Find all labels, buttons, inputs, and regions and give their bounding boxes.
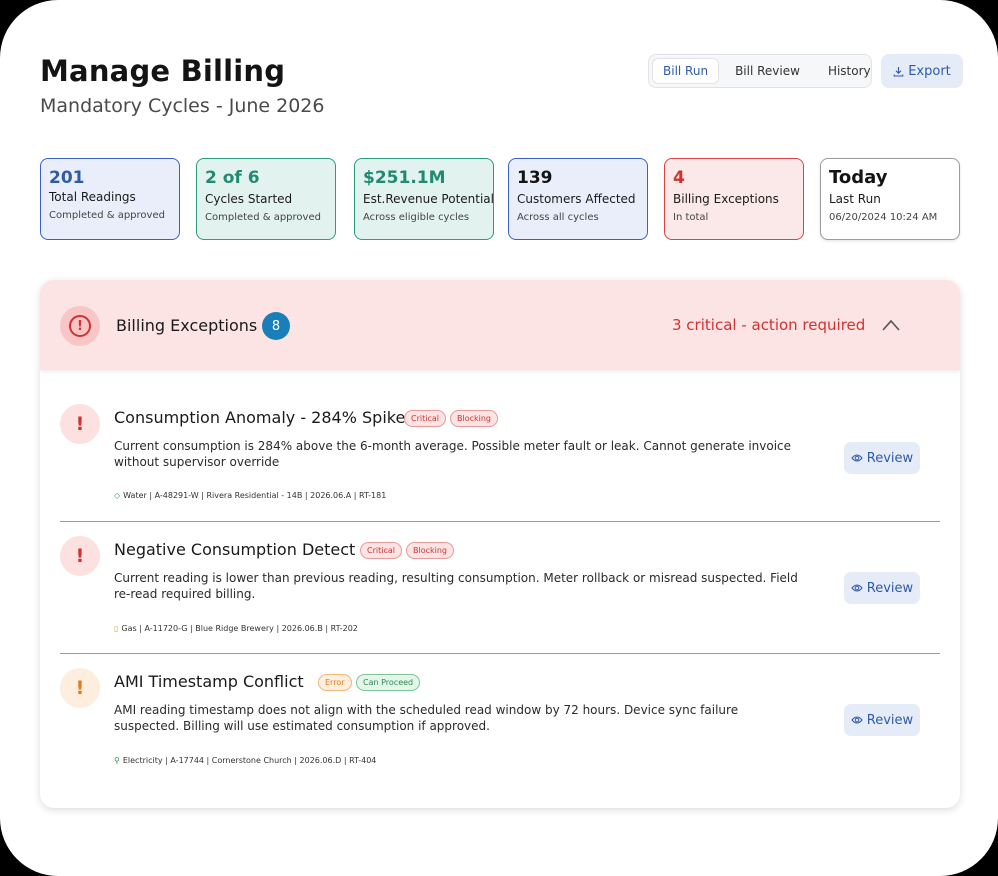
page-title: Manage Billing bbox=[40, 54, 286, 88]
export-label: Export bbox=[908, 63, 951, 79]
divider bbox=[60, 653, 940, 654]
eye-icon bbox=[851, 454, 863, 462]
eye-icon bbox=[851, 584, 863, 592]
exception-item: ! Consumption Anomaly - 284% Spike Criti… bbox=[60, 404, 940, 504]
exception-meta-text: Water | A-48291-W | Rivera Residential -… bbox=[123, 491, 387, 500]
alert-circle-icon: ! bbox=[60, 306, 100, 346]
exception-meta: ▯ Gas | A-11720-G | Blue Ridge Brewery | … bbox=[114, 624, 358, 633]
review-button[interactable]: Review bbox=[844, 442, 920, 474]
exceptions-status: 3 critical - action required bbox=[672, 316, 866, 334]
exclamation-icon: ! bbox=[60, 536, 100, 576]
review-label: Review bbox=[866, 580, 914, 596]
tab-bill-review[interactable]: Bill Review bbox=[735, 64, 800, 78]
stat-card-revenue-potential: $251.1M Est.Revenue Potential Across eli… bbox=[354, 158, 494, 240]
critical-tag: Critical bbox=[360, 542, 402, 559]
stat-card-cycles-started: 2 of 6 Cycles Started Completed & approv… bbox=[196, 158, 336, 240]
exception-meta: ◇ Water | A-48291-W | Rivera Residential … bbox=[114, 491, 386, 500]
download-icon bbox=[893, 66, 904, 77]
review-button[interactable]: Review bbox=[844, 704, 920, 736]
exception-item: ! Negative Consumption Detect Critical B… bbox=[60, 536, 940, 636]
stat-card-customers-affected: 139 Customers Affected Across all cycles bbox=[508, 158, 648, 240]
tab-history[interactable]: History bbox=[827, 64, 871, 78]
review-label: Review bbox=[866, 712, 914, 728]
page-subtitle: Mandatory Cycles - June 2026 bbox=[40, 95, 325, 117]
tab-bill-run[interactable]: Bill Run bbox=[652, 58, 720, 84]
view-tabs: Bill Run Bill Review History bbox=[648, 54, 872, 88]
critical-tag: Critical bbox=[404, 410, 446, 427]
stat-sub: In total bbox=[673, 212, 709, 223]
exceptions-count-badge: 8 bbox=[262, 312, 290, 340]
stat-sub: Across all cycles bbox=[517, 212, 599, 223]
exception-description: AMI reading timestamp does not align wit… bbox=[114, 703, 739, 733]
exception-description: Current consumption is 284% above the 6-… bbox=[114, 439, 792, 469]
exception-title: Negative Consumption Detect bbox=[114, 540, 356, 559]
exclamation-icon: ! bbox=[60, 668, 100, 708]
stat-value: 2 of 6 bbox=[205, 168, 260, 188]
stat-label: Total Readings bbox=[49, 190, 136, 204]
exception-meta: ⚲ Electricity | A-17744 | Cornerstone Chu… bbox=[114, 756, 376, 765]
stat-label: Est.Revenue Potential bbox=[363, 192, 494, 206]
exclamation-icon: ! bbox=[60, 404, 100, 444]
stat-card-total-readings: 201 Total Readings Completed & approved bbox=[40, 158, 180, 240]
gas-icon: ▯ bbox=[114, 624, 119, 633]
review-label: Review bbox=[866, 450, 914, 466]
stat-card-last-run: Today Last Run 06/20/2024 10:24 AM bbox=[820, 158, 960, 240]
exception-meta-text: Electricity | A-17744 | Cornerstone Chur… bbox=[122, 756, 377, 765]
electricity-pin-icon: ⚲ bbox=[114, 756, 120, 765]
blocking-tag: Blocking bbox=[406, 542, 455, 559]
stat-label: Customers Affected bbox=[517, 192, 636, 206]
blocking-tag: Blocking bbox=[450, 410, 499, 427]
export-button[interactable]: Export bbox=[881, 54, 963, 88]
exception-title: AMI Timestamp Conflict bbox=[114, 672, 304, 691]
stat-sub: Completed & approved bbox=[49, 210, 165, 221]
exception-meta-text: Gas | A-11720-G | Blue Ridge Brewery | 2… bbox=[121, 624, 358, 633]
stat-value: 201 bbox=[49, 168, 85, 188]
chevron-up-icon[interactable] bbox=[882, 318, 900, 332]
billing-exceptions-panel: ! Billing Exceptions 8 3 critical - acti… bbox=[40, 280, 960, 808]
exception-title: Consumption Anomaly - 284% Spike bbox=[114, 408, 406, 427]
error-tag: Error bbox=[318, 674, 352, 691]
stat-value: 139 bbox=[517, 168, 553, 188]
stat-label: Last Run bbox=[829, 192, 881, 206]
stat-sub: Across eligible cycles bbox=[363, 212, 470, 223]
exception-description: Current reading is lower than previous r… bbox=[114, 571, 798, 601]
water-drop-icon: ◇ bbox=[114, 491, 121, 500]
divider bbox=[60, 521, 940, 522]
stat-card-billing-exceptions: 4 Billing Exceptions In total bbox=[664, 158, 804, 240]
eye-icon bbox=[851, 716, 863, 724]
stat-value: Today bbox=[829, 167, 888, 188]
exceptions-panel-header[interactable]: ! Billing Exceptions 8 3 critical - acti… bbox=[40, 280, 960, 370]
stat-label: Cycles Started bbox=[205, 192, 293, 206]
stat-sub: Completed & approved bbox=[205, 212, 321, 223]
stat-sub: 06/20/2024 10:24 AM bbox=[829, 212, 938, 223]
stat-value: 4 bbox=[673, 168, 685, 188]
can-proceed-tag: Can Proceed bbox=[356, 674, 421, 691]
review-button[interactable]: Review bbox=[844, 572, 920, 604]
exceptions-title: Billing Exceptions bbox=[116, 316, 258, 335]
stat-value: $251.1M bbox=[363, 168, 446, 188]
exception-item: ! AMI Timestamp Conflict Error Can Proce… bbox=[60, 668, 940, 768]
stat-label: Billing Exceptions bbox=[673, 192, 779, 206]
